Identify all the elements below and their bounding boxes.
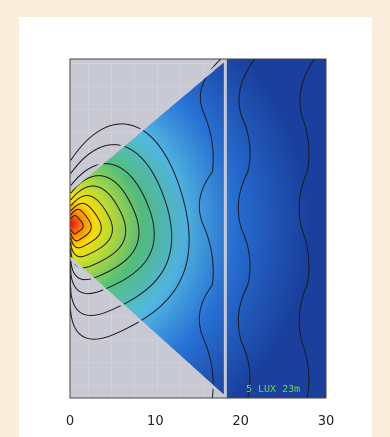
- isolux-contour: [70, 175, 140, 281]
- isolux-contour: [237, 59, 256, 398]
- isolux-contour: [70, 144, 173, 316]
- isolux-contour: [70, 202, 102, 249]
- isolux-contour: [70, 123, 190, 340]
- isolux-contour: [198, 59, 222, 398]
- x-tick-label: 10: [147, 414, 164, 429]
- isolux-contour: [70, 214, 84, 235]
- isolux-contour: [70, 195, 113, 258]
- beam-edge: [70, 59, 227, 398]
- x-tick-label: 30: [318, 414, 335, 429]
- x-tick-label: 20: [232, 414, 249, 429]
- lux-annotation: 5 LUX 23m: [246, 384, 300, 395]
- isolux-contour: [70, 163, 155, 294]
- isolux-contours: [70, 59, 316, 398]
- x-axis: 0 10 20 30: [66, 414, 334, 429]
- illuminance-heatmap: 5 LUX 23m 0 10 20 30: [66, 58, 334, 429]
- x-tick-label: 0: [66, 414, 74, 429]
- isolux-contour: [298, 59, 316, 398]
- isolux-contour: [70, 208, 92, 242]
- beam-field-shade: [70, 59, 326, 398]
- chart-card: 5 LUX 23m 0 10 20 30: [19, 17, 372, 437]
- plot-frame: [69, 58, 327, 399]
